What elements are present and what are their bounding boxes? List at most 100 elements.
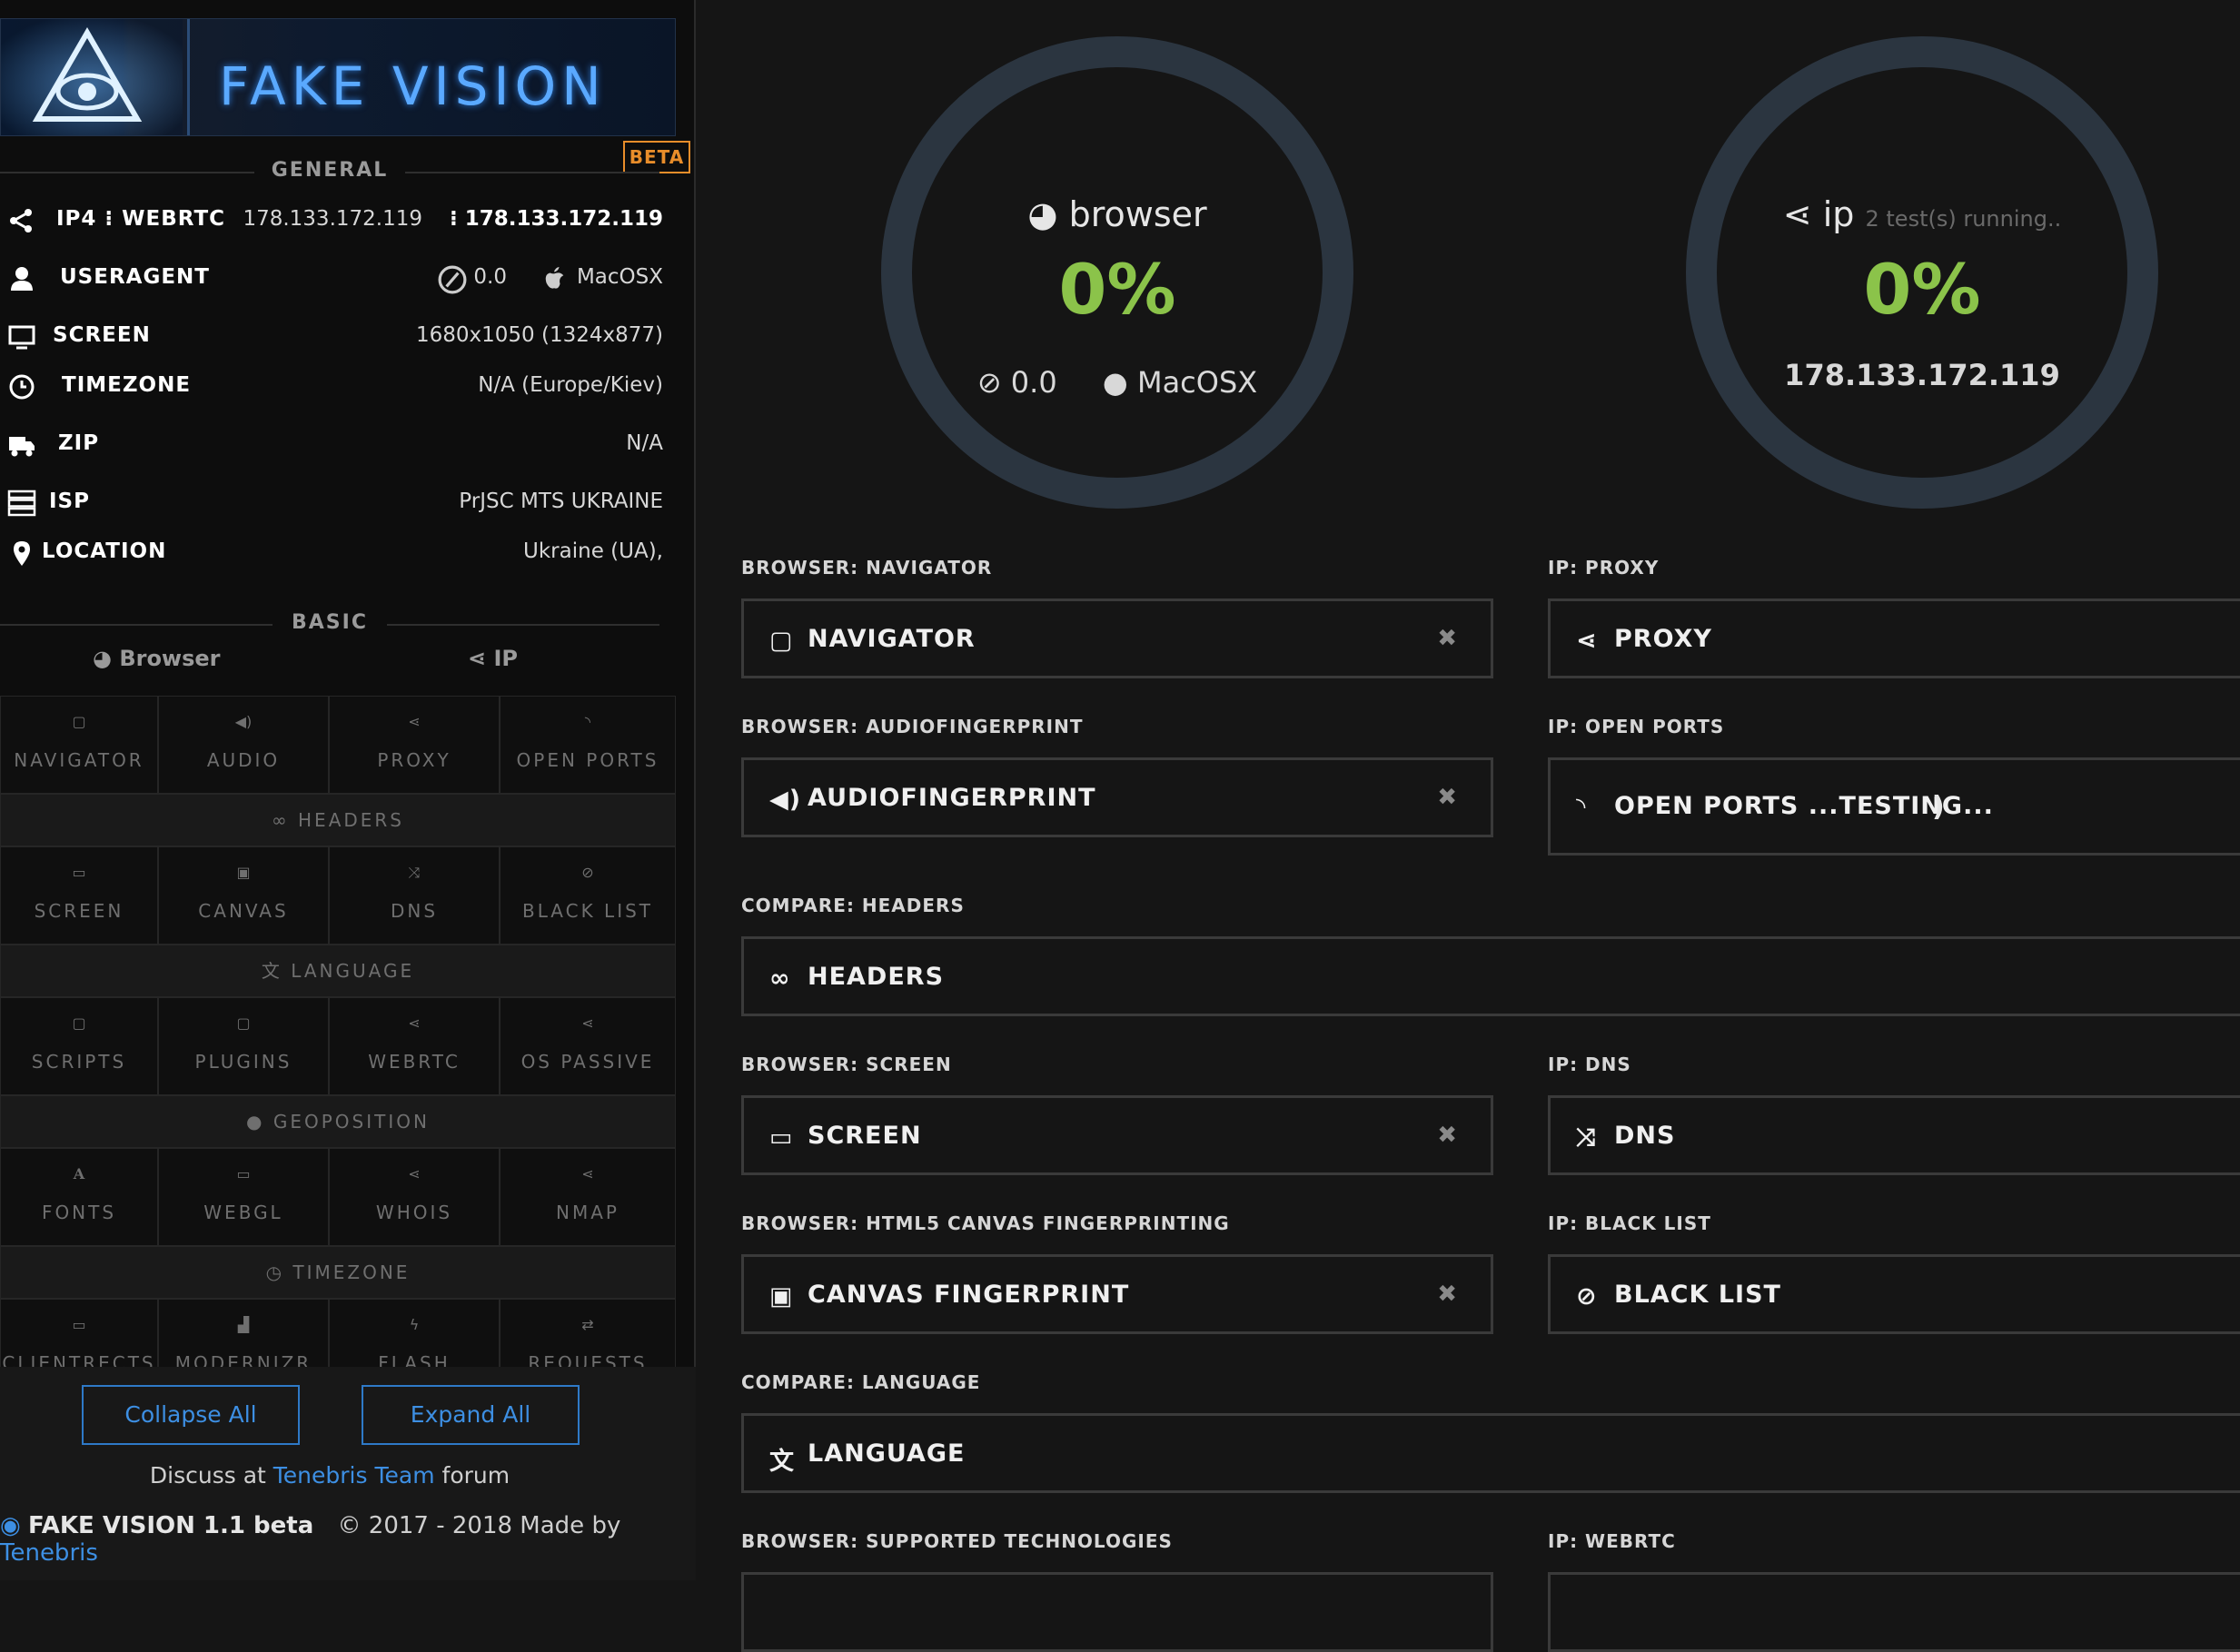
grid-audio[interactable]: ◀) AUDIO <box>158 696 329 794</box>
label-ip-black-list: IP: BLACK LIST <box>1548 1212 1711 1234</box>
label-ip-webrtc: IP: WEBRTC <box>1548 1530 1676 1552</box>
webrtc-panel[interactable] <box>1548 1572 2240 1652</box>
ip-address: 178.133.172.119 <box>1784 358 2060 392</box>
supported-panel[interactable] <box>741 1572 1493 1652</box>
rss-icon: ◝ <box>584 713 591 730</box>
band-geoposition[interactable]: ● GEOPOSITION <box>0 1095 676 1148</box>
share-icon: ⋖ <box>581 1165 594 1182</box>
basic-heading: BASIC <box>0 611 659 634</box>
ip-gauge: ⋖ ip 2 test(s) running.. 0% 178.133.172.… <box>1686 36 2158 509</box>
font-icon: A <box>73 1165 85 1182</box>
grid-whois[interactable]: ⋖ WHOIS <box>329 1148 500 1246</box>
band-headers[interactable]: ∞ HEADERS <box>0 794 676 846</box>
dns-panel[interactable]: ⤨ DNS <box>1548 1095 2240 1175</box>
monitor-icon: ▭ <box>236 1165 251 1182</box>
truck-icon <box>9 437 35 457</box>
label-ip-proxy: IP: PROXY <box>1548 557 1660 579</box>
label-ip-open-ports: IP: OPEN PORTS <box>1548 716 1725 737</box>
canvas-panel[interactable]: ▣ CANVAS FINGERPRINT ✖ <box>741 1254 1493 1334</box>
shuffle-icon: ⤨ <box>1576 1123 1597 1152</box>
grid-dns[interactable]: ⤨ DNS <box>329 846 500 945</box>
close-icon[interactable]: ✖ <box>1437 1281 1458 1308</box>
band-timezone[interactable]: ◷ TIMEZONE <box>0 1246 676 1299</box>
useragent-row: USERAGENT 0.0 MacOSX <box>0 260 663 300</box>
navigator-panel[interactable]: ▢ NAVIGATOR ✖ <box>741 598 1493 678</box>
label-browser-canvas: BROWSER: HTML5 CANVAS FINGERPRINTING <box>741 1212 1230 1234</box>
label-browser-navigator: BROWSER: NAVIGATOR <box>741 557 993 579</box>
clock-icon: ◷ <box>265 1261 285 1283</box>
grid-fonts[interactable]: A FONTS <box>0 1148 158 1246</box>
language-panel[interactable]: 文 LANGUAGE <box>741 1413 2240 1493</box>
general-heading: GENERAL <box>0 159 659 182</box>
grid-canvas[interactable]: ▣ CANVAS <box>158 846 329 945</box>
grid-os-passive[interactable]: ⋖ OS PASSIVE <box>500 997 676 1095</box>
tab-ip[interactable]: ⋖ IP <box>468 646 518 671</box>
pin-icon <box>14 541 30 566</box>
user-icon <box>11 267 33 291</box>
speaker-icon: ◀) <box>234 713 253 730</box>
eye-icon: ◉ <box>0 1512 21 1539</box>
close-icon[interactable]: ✖ <box>1437 625 1458 652</box>
grid-nmap[interactable]: ⋖ NMAP <box>500 1148 676 1246</box>
timezone-row: TIMEZONE N/A (Europe/Kiev) <box>0 368 663 408</box>
logo: FAKE VISION <box>0 18 676 136</box>
compass-icon <box>438 265 467 294</box>
browser-percent: 0% <box>1058 249 1176 330</box>
band-language[interactable]: 文 LANGUAGE <box>0 945 676 997</box>
open-ports-panel[interactable]: ◝ OPEN PORTS ...TESTING... ) <box>1548 757 2240 856</box>
screen-row: SCREEN 1680x1050 (1324x877) <box>0 318 663 358</box>
label-compare-language: COMPARE: LANGUAGE <box>741 1371 981 1393</box>
translate-icon: 文 <box>261 960 282 982</box>
grid-navigator[interactable]: ▢ NAVIGATOR <box>0 696 158 794</box>
tab-browser[interactable]: ◕ Browser <box>93 646 221 671</box>
headers-panel[interactable]: ∞ HEADERS <box>741 936 2240 1016</box>
grid-webrtc[interactable]: ⋖ WEBRTC <box>329 997 500 1095</box>
discuss-text: Discuss at Tenebris Team forum <box>149 1462 510 1489</box>
globe-icon: ◕ <box>93 646 112 671</box>
label-browser-supported: BROWSER: SUPPORTED TECHNOLOGIES <box>741 1530 1173 1552</box>
browser-gauge-info: ⊘ 0.0 ● MacOSX <box>976 365 1258 400</box>
expand-all-button[interactable]: Expand All <box>362 1385 580 1445</box>
image-icon: ▣ <box>236 864 251 881</box>
browser-gauge-title: ◕ browser <box>1027 194 1207 234</box>
screen-panel[interactable]: ▭ SCREEN ✖ <box>741 1095 1493 1175</box>
label-compare-headers: COMPARE: HEADERS <box>741 895 965 916</box>
proxy-panel[interactable]: ⋖ PROXY <box>1548 598 2240 678</box>
sidebar: FAKE VISION BETA GENERAL IP4 ⁝ WEBRTC 17… <box>0 0 696 1580</box>
close-icon[interactable]: ✖ <box>1437 1122 1458 1149</box>
collapse-all-button[interactable]: Collapse All <box>82 1385 300 1445</box>
share-icon <box>10 209 32 232</box>
chart-icon: ▟ <box>237 1316 250 1333</box>
eye-pyramid-icon <box>1 19 183 135</box>
grid-screen[interactable]: ▭ SCREEN <box>0 846 158 945</box>
ban-icon: ⊘ <box>581 864 594 881</box>
bolt-icon: ϟ <box>409 1316 420 1333</box>
grid-scripts[interactable]: ▢ SCRIPTS <box>0 997 158 1095</box>
monitor-icon: ▭ <box>769 1123 794 1152</box>
tenebris-team-link[interactable]: Tenebris Team <box>273 1462 435 1489</box>
share-icon: ⋖ <box>581 1014 594 1032</box>
share-icon: ⋖ <box>468 646 487 671</box>
grid-plugins[interactable]: ▢ PLUGINS <box>158 997 329 1095</box>
share-icon: ⋖ <box>408 1014 421 1032</box>
tenebris-link[interactable]: Tenebris <box>0 1539 98 1567</box>
grid-proxy[interactable]: ⋖ PROXY <box>329 696 500 794</box>
monitor-icon: ▭ <box>72 864 86 881</box>
footer: ◉ FAKE VISION 1.1 beta © 2017 - 2018 Mad… <box>0 1512 621 1567</box>
image-icon: ▣ <box>769 1282 794 1311</box>
link-icon: ∞ <box>769 964 791 993</box>
audio-panel[interactable]: ◀) AUDIOFINGERPRINT ✖ <box>741 757 1493 837</box>
zip-row: ZIP N/A <box>0 426 663 466</box>
grid-black-list[interactable]: ⊘ BLACK LIST <box>500 846 676 945</box>
ip-percent: 0% <box>1863 249 1981 330</box>
page-icon: ▢ <box>769 627 794 655</box>
grid-webgl[interactable]: ▭ WEBGL <box>158 1148 329 1246</box>
label-ip-dns: IP: DNS <box>1548 1054 1631 1075</box>
isp-row: ISP PrJSC MTS UKRAINE <box>0 484 663 524</box>
ip-gauge-title: ⋖ ip 2 test(s) running.. <box>1782 194 2062 234</box>
main-panel: ◕ browser 0% ⊘ 0.0 ● MacOSX ⋖ ip 2 test(… <box>698 0 2240 1652</box>
black-list-panel[interactable]: ⊘ BLACK LIST <box>1548 1254 2240 1334</box>
close-icon[interactable]: ✖ <box>1437 784 1458 811</box>
pin-icon: ● <box>246 1111 265 1133</box>
grid-open-ports[interactable]: ◝ OPEN PORTS <box>500 696 676 794</box>
